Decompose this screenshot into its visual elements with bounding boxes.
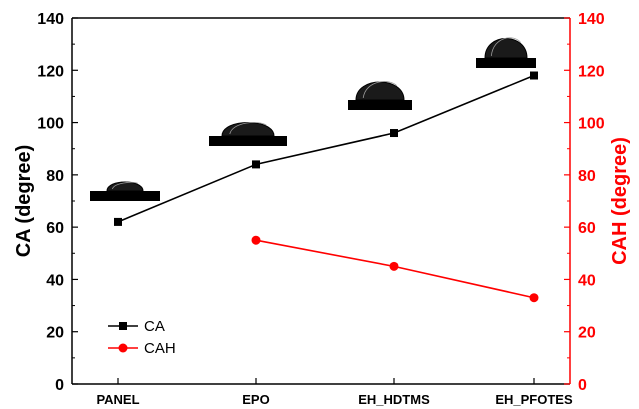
data-point-cah [389,261,399,271]
droplet-images [90,37,536,201]
droplet-shape [484,38,528,59]
data-point-ca [252,160,260,169]
data-point-cah [529,293,539,303]
legend: CA CAH [108,318,176,357]
left-tick-label: 20 [46,325,64,342]
left-tick-label: 100 [37,116,64,133]
left-tick-label: 60 [46,220,64,237]
data-point-ca [530,71,538,80]
droplet-image-eh-hdtms [348,81,412,110]
data-point-cah [251,235,261,245]
right-tick-label: 120 [578,63,605,80]
substrate-slab [348,100,412,110]
droplet-highlight [362,81,398,99]
substrate-slab [476,58,536,68]
left-tick-label: 120 [37,63,64,80]
droplet-image-panel [90,181,160,201]
left-tick-label: 80 [46,168,64,185]
left-tick-label: 40 [46,272,64,289]
legend-marker [119,322,127,330]
series-layer [114,71,539,303]
axis-layer: 0 20 40 60 80 100 120 140 0 20 40 60 80 100 120 140 PANE… [13,11,631,407]
right-tick-label: 100 [578,116,605,133]
substrate-slab [90,191,160,201]
series-line-ca [117,74,535,223]
right-tick-label: 60 [578,220,596,237]
droplet-shape [106,181,144,192]
y-axis-title-right: CAH (degree) [609,137,631,265]
right-tick-label: 140 [578,11,605,28]
right-tick-label: 0 [578,377,587,394]
droplet-highlight [112,181,138,190]
data-point-ca [114,217,122,226]
legend-marker [118,343,128,353]
legend-item-ca: CA [108,318,165,335]
y-axis-title-left: CA (degree) [13,145,35,258]
droplet-image-eh-pfotes [476,37,536,68]
legend-label: CAH [144,340,176,357]
legend-item-cah: CAH [108,340,176,357]
right-tick-label: 20 [578,325,596,342]
left-tick-label: 140 [37,11,64,28]
right-tick-label: 80 [578,168,596,185]
droplet-image-epo [209,122,287,146]
x-tick-label: PANEL [96,392,139,407]
right-tick-label: 40 [578,272,596,289]
left-tick-label: 0 [55,377,64,394]
x-tick-label: EPO [242,392,269,407]
substrate-slab [209,136,287,146]
x-tick-label: EH_PFOTES [495,392,573,407]
legend-label: CA [144,318,165,335]
droplet-shape [355,81,405,101]
data-point-ca [390,129,398,138]
droplet-highlight [490,37,522,57]
droplet-highlight [229,122,267,135]
x-tick-label: EH_HDTMS [358,392,430,407]
